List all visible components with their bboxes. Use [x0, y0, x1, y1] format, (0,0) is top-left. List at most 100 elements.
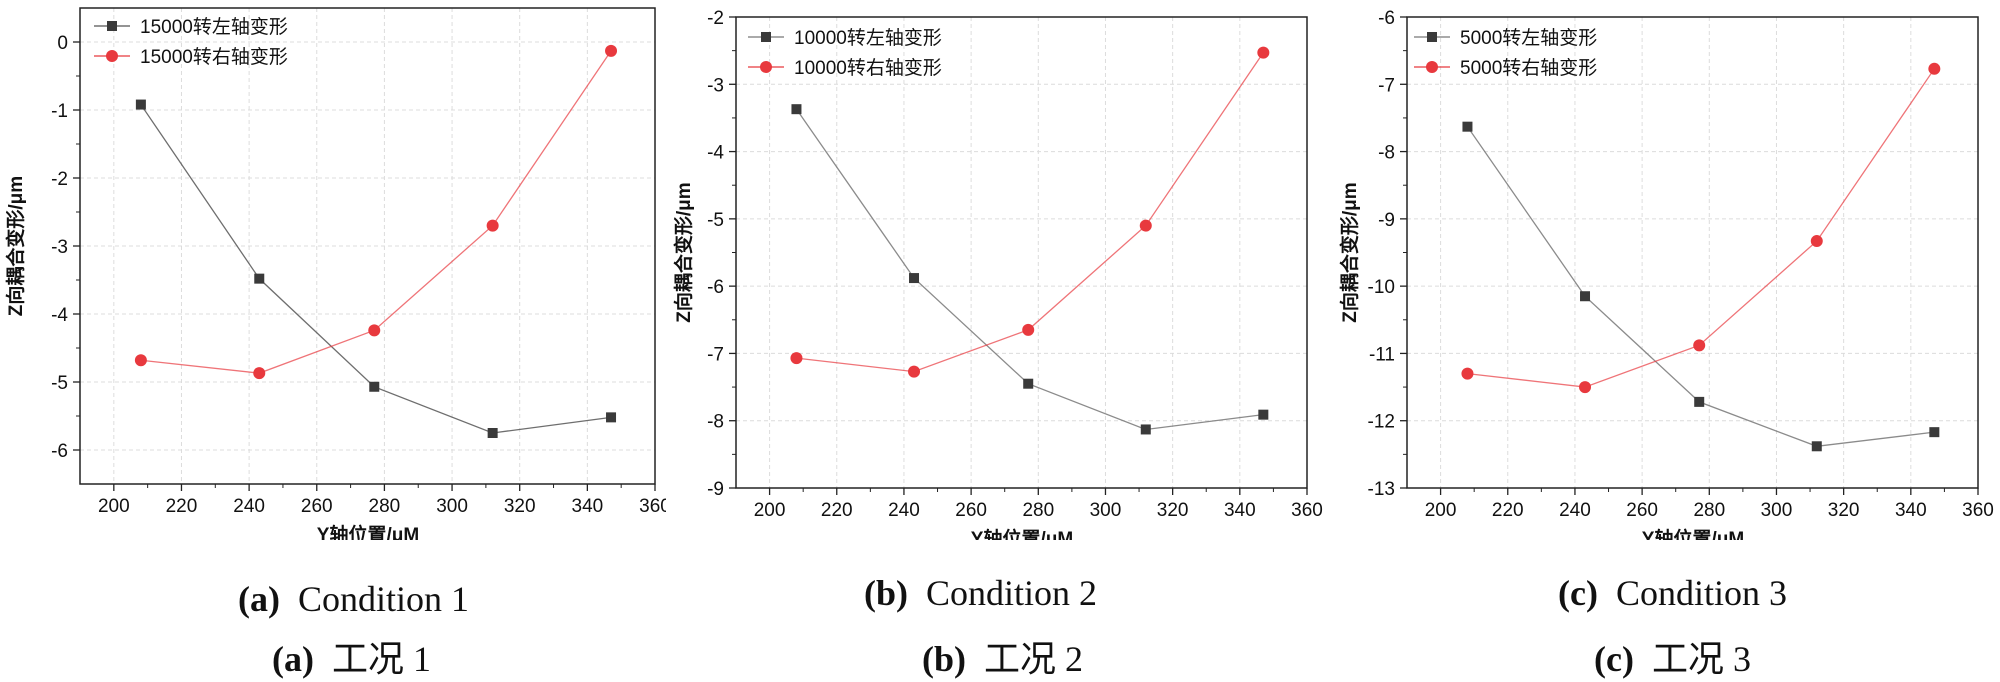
- data-point: [605, 44, 618, 57]
- data-point: [135, 99, 146, 110]
- x-tick-label: 220: [1492, 500, 1524, 521]
- legend-label: 10000转左轴变形: [794, 27, 942, 49]
- legend: 15000转左轴变形 15000转右轴变形: [94, 16, 288, 68]
- caption-en-text-b: Condition 2: [926, 573, 1098, 613]
- caption-en-c: (c) Condition 3: [1558, 572, 1787, 614]
- data-point: [1694, 396, 1705, 407]
- x-tick-label: 360: [1291, 500, 1323, 521]
- legend-marker: [106, 50, 118, 62]
- series-left: [135, 99, 617, 438]
- x-tick-label: 340: [1895, 500, 1927, 521]
- legend: 10000转左轴变形 10000转右轴变形: [748, 27, 942, 79]
- caption-zh-text-c: 工况 3: [1651, 639, 1751, 679]
- y-axis-label: Z向耦合变形/μm: [1338, 182, 1361, 322]
- caption-zh-letter-a: (a): [272, 639, 314, 679]
- caption-en-b: (b) Condition 2: [864, 572, 1097, 614]
- x-tick-label: 200: [98, 496, 130, 517]
- series-line: [796, 52, 1264, 373]
- caption-en-text-c: Condition 3: [1615, 573, 1787, 613]
- x-tick-label: 320: [1157, 500, 1189, 521]
- y-tick-label: -7: [1378, 75, 1395, 96]
- y-tick-label: -9: [707, 479, 724, 500]
- data-point: [1139, 219, 1152, 232]
- data-point: [1461, 367, 1474, 380]
- y-tick-label: -9: [1378, 210, 1395, 231]
- y-tick-label: -6: [707, 277, 724, 298]
- data-point: [1929, 427, 1940, 438]
- caption-zh-text-a: 工况 1: [331, 639, 431, 679]
- data-point: [908, 365, 921, 378]
- y-tick-label: -3: [51, 237, 68, 258]
- x-axis-label: Y轴位置/μM: [317, 523, 419, 540]
- legend-label: 15000转右轴变形: [140, 46, 288, 68]
- x-tick-label: 240: [1559, 500, 1591, 521]
- data-point: [1023, 378, 1034, 389]
- series-left: [1462, 121, 1940, 452]
- gridlines: [1407, 16, 1979, 489]
- gridlines: [80, 8, 656, 484]
- y-tick-label: -2: [51, 169, 68, 190]
- data-point: [487, 428, 498, 438]
- y-tick-label: -7: [707, 344, 724, 365]
- x-tick-label: 280: [1022, 500, 1054, 521]
- x-tick-label: 200: [1425, 500, 1457, 521]
- y-tick-label: -10: [1368, 277, 1395, 298]
- chart-a: 200 220 240 260 280 300 320 340 360 0 -1 -2 -3 -4 -5 -6…: [4, 7, 666, 540]
- data-point: [486, 219, 499, 232]
- data-point: [1022, 323, 1035, 336]
- x-tick-label: 240: [233, 496, 265, 517]
- legend-label: 10000转右轴变形: [794, 57, 942, 79]
- x-tick-label: 340: [1224, 500, 1256, 521]
- caption-zh-letter-c: (c): [1594, 639, 1634, 679]
- legend-marker: [760, 61, 772, 73]
- y-tick-label: -5: [707, 210, 724, 231]
- data-point: [1579, 381, 1592, 394]
- x-tick-label: 300: [436, 496, 468, 517]
- y-tick-label: -8: [1378, 143, 1395, 164]
- data-point: [1928, 62, 1941, 75]
- chart-c: 200 220 240 260 280 300 320 340 360 -6 -7 -8 -9 -10 -1…: [1338, 8, 1994, 540]
- plot-frame: [735, 16, 1308, 489]
- data-point: [1258, 409, 1269, 420]
- y-tick-label: -2: [707, 8, 724, 29]
- series-right: [790, 46, 1270, 378]
- legend-label: 5000转右轴变形: [1460, 57, 1597, 79]
- x-tick-label: 200: [754, 500, 786, 521]
- y-tick-label: -8: [707, 412, 724, 433]
- legend-label: 5000转左轴变形: [1460, 27, 1597, 49]
- x-tick-label: 280: [1693, 500, 1725, 521]
- gridlines: [736, 16, 1308, 489]
- legend: 5000转左轴变形 5000转右轴变形: [1414, 27, 1597, 79]
- caption-zh-c: (c) 工况 3: [1594, 630, 1751, 682]
- legend-marker: [761, 32, 771, 42]
- data-point: [369, 381, 380, 392]
- data-point: [1462, 121, 1473, 132]
- x-tick-label: 360: [1962, 500, 1994, 521]
- y-tick-label: -13: [1368, 479, 1395, 500]
- x-tick-label: 260: [955, 500, 987, 521]
- data-point: [1580, 291, 1591, 302]
- data-point: [1140, 424, 1151, 435]
- x-axis-label: Y轴位置/μM: [971, 527, 1073, 540]
- plot-frame: [1406, 16, 1979, 489]
- x-tick-label: 280: [369, 496, 401, 517]
- y-tick-label: -11: [1369, 344, 1395, 365]
- data-point: [254, 273, 265, 284]
- data-point: [1693, 339, 1706, 352]
- x-tick-label: 320: [1828, 500, 1860, 521]
- data-point: [253, 367, 266, 380]
- caption-letter-a: (a): [238, 579, 280, 619]
- data-point: [909, 273, 920, 284]
- series-right: [1461, 62, 1941, 394]
- x-tick-label: 320: [504, 496, 536, 517]
- legend-marker: [107, 21, 117, 31]
- x-tick-label: 360: [639, 496, 666, 517]
- caption-zh-b: (b) 工况 2: [922, 630, 1083, 682]
- series-right: [134, 44, 618, 380]
- caption-en-text-a: Condition 1: [297, 579, 470, 619]
- y-tick-label: 0: [57, 33, 68, 54]
- caption-letter-b: (b): [864, 573, 908, 613]
- chart-panel-a: 200 220 240 260 280 300 320 340 360 0 -1 -2 -3 -4 -5 -6…: [0, 0, 666, 682]
- data-point: [1810, 235, 1823, 248]
- legend-marker: [1427, 32, 1437, 42]
